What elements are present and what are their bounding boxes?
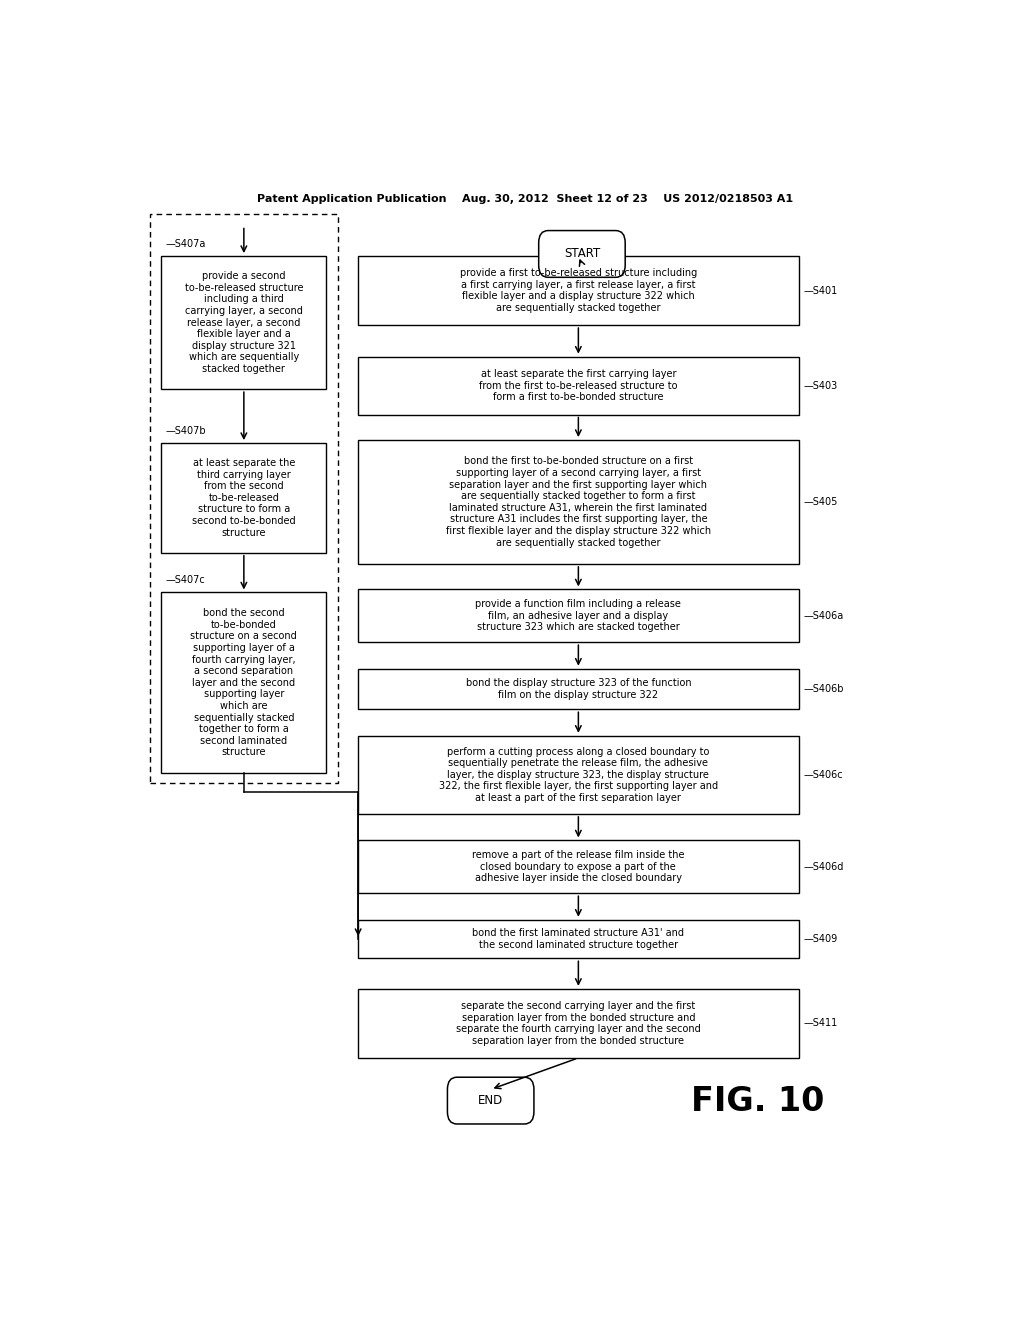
Text: bond the first to-be-bonded structure on a first
supporting layer of a second ca: bond the first to-be-bonded structure on… (445, 457, 711, 548)
Text: bond the display structure 323 of the function
film on the display structure 322: bond the display structure 323 of the fu… (466, 678, 691, 700)
FancyBboxPatch shape (358, 989, 799, 1057)
Text: provide a second
to-be-released structure
including a third
carrying layer, a se: provide a second to-be-released structur… (184, 271, 303, 374)
Text: perform a cutting process along a closed boundary to
sequentially penetrate the : perform a cutting process along a closed… (439, 747, 718, 803)
Text: —S406d: —S406d (804, 862, 844, 871)
FancyBboxPatch shape (358, 841, 799, 894)
Text: at least separate the first carrying layer
from the first to-be-released structu: at least separate the first carrying lay… (479, 370, 678, 403)
FancyBboxPatch shape (162, 444, 327, 553)
Text: provide a function film including a release
film, an adhesive layer and a displa: provide a function film including a rele… (475, 599, 681, 632)
Text: —S409: —S409 (804, 935, 838, 944)
Text: —S407b: —S407b (165, 426, 206, 436)
Text: provide a first to-be-released structure including
a first carrying layer, a fir: provide a first to-be-released structure… (460, 268, 697, 313)
Text: —S407a: —S407a (165, 239, 206, 249)
Text: remove a part of the release film inside the
closed boundary to expose a part of: remove a part of the release film inside… (472, 850, 685, 883)
FancyBboxPatch shape (162, 593, 327, 774)
Text: —S406c: —S406c (804, 770, 843, 780)
Text: —S405: —S405 (804, 496, 838, 507)
FancyBboxPatch shape (358, 669, 799, 709)
Text: —S403: —S403 (804, 380, 838, 391)
Text: at least separate the
third carrying layer
from the second
to-be-released
struct: at least separate the third carrying lay… (193, 458, 296, 537)
Text: separate the second carrying layer and the first
separation layer from the bonde: separate the second carrying layer and t… (456, 1001, 700, 1045)
Text: FIG. 10: FIG. 10 (691, 1085, 824, 1118)
Text: Patent Application Publication    Aug. 30, 2012  Sheet 12 of 23    US 2012/02185: Patent Application Publication Aug. 30, … (257, 194, 793, 205)
Text: —S401: —S401 (804, 285, 838, 296)
FancyBboxPatch shape (162, 256, 327, 389)
Text: bond the second
to-be-bonded
structure on a second
supporting layer of a
fourth : bond the second to-be-bonded structure o… (190, 609, 297, 758)
Text: —S407c: —S407c (165, 576, 205, 585)
FancyBboxPatch shape (358, 440, 799, 564)
FancyBboxPatch shape (447, 1077, 534, 1125)
Text: —S406b: —S406b (804, 684, 844, 694)
FancyBboxPatch shape (358, 256, 799, 325)
FancyBboxPatch shape (358, 735, 799, 814)
Text: bond the first laminated structure A31' and
the second laminated structure toget: bond the first laminated structure A31' … (472, 928, 684, 950)
Text: START: START (564, 247, 600, 260)
Text: —S411: —S411 (804, 1018, 838, 1028)
Text: —S406a: —S406a (804, 611, 844, 620)
FancyBboxPatch shape (539, 231, 626, 277)
FancyBboxPatch shape (358, 920, 799, 958)
FancyBboxPatch shape (358, 356, 799, 414)
Text: END: END (478, 1094, 504, 1107)
FancyBboxPatch shape (358, 589, 799, 643)
FancyBboxPatch shape (151, 214, 338, 784)
